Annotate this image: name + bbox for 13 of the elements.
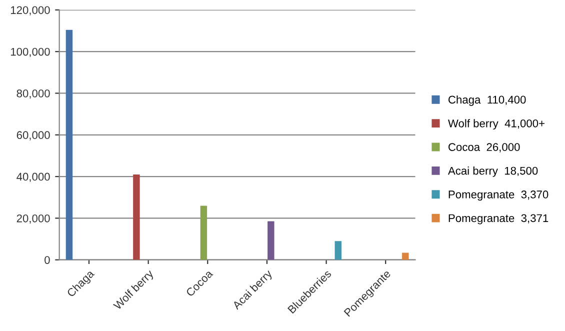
legend-label: Wolf berry 41,000+ [448, 119, 544, 130]
legend-label: Acai berry 18,500 [448, 166, 538, 177]
legend-label: Cocoa 26,000 [448, 143, 520, 152]
y-tick-label: 80,000 [16, 90, 50, 99]
legend-label: Chaga 110,400 [448, 95, 526, 106]
legend-label: Pomegranate 3,370 [448, 190, 548, 201]
y-tick-label: 40,000 [16, 172, 50, 182]
y-tick-label: 20,000 [16, 214, 50, 224]
y-tick-label: 0 [44, 256, 50, 264]
y-tick-label: 100,000 [10, 48, 50, 58]
legend-label: Pomegranate 3,371 [448, 214, 548, 224]
y-tick-label: 120,000 [10, 6, 50, 16]
y-tick-label: 60,000 [16, 131, 50, 140]
